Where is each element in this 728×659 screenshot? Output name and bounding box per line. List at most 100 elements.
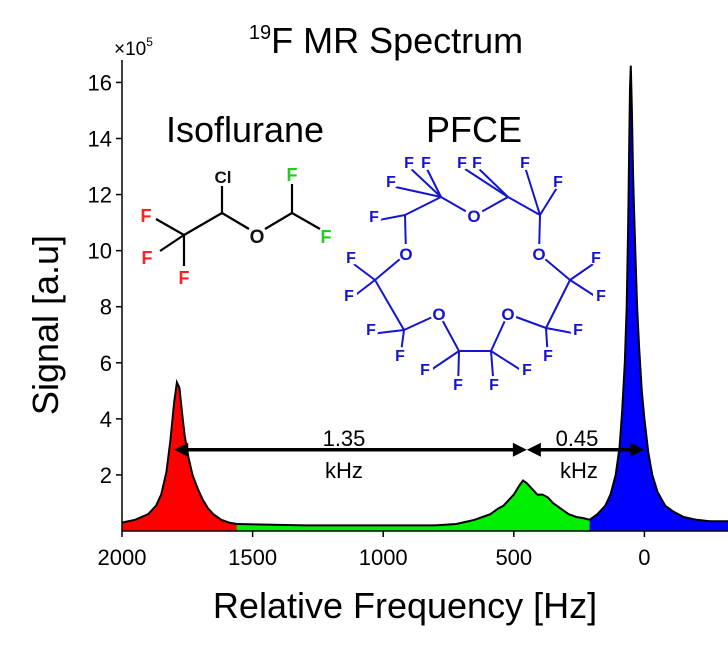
y-tick-label-16: 16: [88, 70, 112, 95]
pfce-oxygen-bg: [465, 206, 483, 224]
pfce-fluorine-atom: F: [366, 322, 376, 339]
pfce-oxygen-atom: O: [501, 305, 514, 324]
x-tick-label-1500: 1500: [228, 545, 277, 570]
pfce-cf-bond: [539, 185, 559, 216]
series-area-1: [236, 480, 590, 531]
fluorine-atom-green-top: F: [287, 165, 298, 185]
pfce-fluorine-atom: F: [453, 377, 463, 394]
pfce-fluorine-bg: [519, 361, 535, 377]
fluorine-atom-green-right: F: [321, 227, 332, 247]
y-tick-label-14: 14: [88, 127, 112, 152]
pfce-fluorine-bg: [454, 154, 470, 170]
pfce-fluorine-atom: F: [420, 362, 430, 379]
isoflurane-label: Isoflurane: [166, 109, 324, 150]
y-ticks: 2 4 6 8 10 12 14 16: [88, 70, 122, 488]
pfce-fluorine-atom: F: [543, 348, 553, 365]
pfce-fluorine-bg: [418, 154, 434, 170]
pfce-cf-bond: [425, 166, 442, 198]
fluorine-atom-red-1: F: [141, 206, 152, 226]
pfce-fluorine-atom: F: [386, 174, 396, 191]
pfce-fluorine-bg: [341, 287, 357, 303]
gap1-unit-label: kHz: [325, 458, 363, 483]
pfce-fluorine-bg: [417, 361, 433, 377]
pfce-fluorine-atom: F: [573, 322, 583, 339]
pfce-fluorine-atom: F: [520, 155, 530, 172]
pfce-fluorine-bg: [383, 173, 399, 189]
pfce-fluorine-bg: [550, 173, 566, 189]
series-outline-2: [589, 65, 728, 523]
fluorine-atom-red-2: F: [142, 248, 153, 268]
title-superscript: 19: [249, 22, 271, 44]
pfce-fluorine-atom: F: [489, 377, 499, 394]
y-tick-label-6: 6: [100, 351, 112, 376]
fluorine-atom-red-3: F: [179, 268, 190, 288]
series-area-0: [122, 382, 237, 531]
chart-title: 19F MR Spectrum: [249, 20, 523, 61]
pfce-fluorine-bg: [588, 249, 604, 265]
gap1-value-label: 1.35: [323, 426, 366, 451]
pfce-cf-bond: [461, 166, 509, 198]
pfce-fluorine-bg: [517, 154, 533, 170]
pfce-oxygen-atom: O: [532, 245, 545, 264]
gap2-unit-label: kHz: [560, 458, 598, 483]
series-layer: [121, 65, 728, 531]
y-tick-label-4: 4: [100, 407, 112, 432]
series-outline-0: [121, 378, 238, 525]
x-tick-label-0: 0: [638, 545, 650, 570]
separation-arrows: [174, 442, 645, 457]
pfce-oxygen-atom: O: [399, 245, 412, 264]
y-exponent-label: ×105: [114, 35, 153, 60]
y-axis-label: Signal [a.u]: [25, 235, 66, 415]
pfce-cf-bond: [408, 166, 442, 198]
pfce-cf-bond: [524, 166, 541, 216]
pfce-fluorine-bg: [401, 154, 417, 170]
pfce-cf-bond: [476, 166, 509, 198]
series-area-2: [589, 65, 728, 531]
pfce-oxygen-atom: O: [432, 305, 445, 324]
pfce-fluorine-bg: [469, 154, 485, 170]
pfce-fluorine-atom: F: [346, 250, 356, 267]
y-tick-label-8: 8: [100, 295, 112, 320]
x-tick-label-1000: 1000: [359, 545, 408, 570]
pfce-fluorine-atom: F: [369, 209, 379, 226]
x-tick-label-500: 500: [495, 545, 532, 570]
pfce-fluorine-bg: [486, 376, 502, 392]
pfce-cf-bond: [569, 261, 597, 281]
pfce-oxygen-bg: [499, 304, 517, 322]
pfce-cf-bond: [390, 185, 442, 198]
title-main: F MR Spectrum: [271, 20, 523, 61]
pfce-fluorine-atom: F: [395, 348, 405, 365]
pfce-fluorine-bg: [392, 347, 408, 363]
y-tick-label-10: 10: [88, 239, 112, 264]
y-tick-label-12: 12: [88, 183, 112, 208]
pfce-oxygen-bg: [397, 244, 415, 262]
chlorine-atom: Cl: [215, 168, 232, 187]
pfce-fluorine-atom: F: [522, 362, 532, 379]
series-outline-1: [236, 479, 590, 527]
pfce-fluorine-bg: [570, 321, 586, 337]
arrow-pfce-peaks: [526, 442, 645, 457]
pfce-fluorine-atom: F: [472, 155, 482, 172]
pfce-fluorine-atom: F: [404, 155, 414, 172]
isoflurane-oxygen-atom: O: [250, 227, 265, 248]
pfce-label: PFCE: [426, 109, 522, 150]
pfce-fluorine-atom: F: [596, 288, 606, 305]
isoflurane-structure: Cl O F F F F F: [141, 165, 332, 288]
pfce-oxygen-bg: [430, 304, 448, 322]
pfce-fluorine-bg: [540, 347, 556, 363]
pfce-fluorine-atom: F: [344, 288, 354, 305]
pfce-fluorine-atom: F: [591, 250, 601, 267]
pfce-fluorine-atom: F: [457, 155, 467, 172]
pfce-fluorine-bg: [450, 376, 466, 392]
x-ticks: 2000 1500 1000 500 0: [98, 531, 651, 570]
pfce-fluorine-bg: [343, 249, 359, 265]
pfce-oxygen-bg: [530, 244, 548, 262]
x-axis-label: Relative Frequency [Hz]: [213, 585, 597, 626]
pfce-fluorine-atom: F: [421, 155, 431, 172]
gap2-value-label: 0.45: [556, 426, 599, 451]
arrow-isoflurane-to-pfce: [174, 442, 527, 457]
pfce-fluorine-bg: [593, 287, 609, 303]
